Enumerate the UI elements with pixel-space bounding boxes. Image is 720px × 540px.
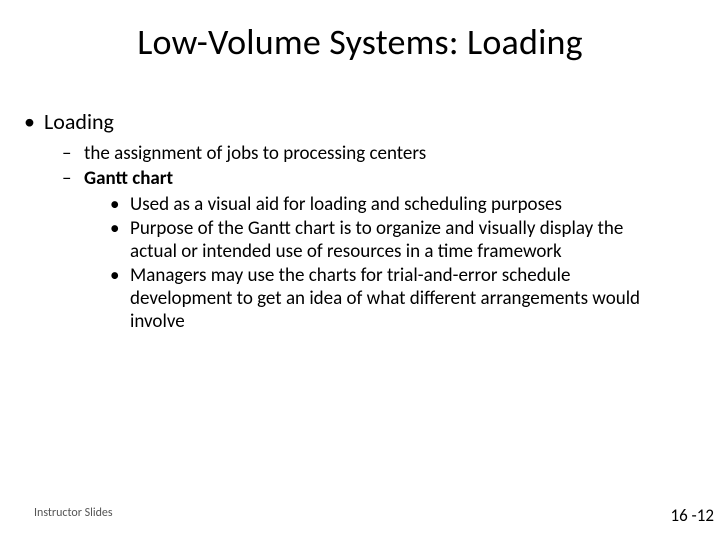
bullet-l2b-text: Gantt chart	[84, 168, 173, 191]
bullet-dot-icon: •	[108, 193, 130, 216]
bullet-level3: • Used as a visual aid for loading and s…	[108, 193, 700, 216]
bullet-l2a-text: the assignment of jobs to processing cen…	[84, 143, 426, 166]
bullet-level1: • Loading	[20, 108, 700, 135]
sub-bullet-group: • Used as a visual aid for loading and s…	[84, 193, 700, 334]
bullet-l3c-text: Managers may use the charts for trial-an…	[130, 264, 700, 334]
bullet-dash-icon: –	[62, 168, 84, 191]
footer-left: Instructor Slides	[34, 506, 113, 520]
bullet-level3: • Managers may use the charts for trial-…	[108, 264, 700, 334]
bullet-dot-icon: •	[108, 217, 130, 263]
bullet-dot-icon: •	[108, 264, 130, 334]
slide: Low-Volume Systems: Loading • Loading – …	[0, 0, 720, 540]
bullet-l3b-text: Purpose of the Gantt chart is to organiz…	[130, 217, 700, 263]
bullet-l3a-text: Used as a visual aid for loading and sch…	[130, 193, 700, 216]
bullet-l1-text: Loading	[44, 108, 114, 135]
bullet-level3: • Purpose of the Gantt chart is to organ…	[108, 217, 700, 263]
bullet-level2: – the assignment of jobs to processing c…	[62, 143, 700, 166]
slide-title: Low-Volume Systems: Loading	[0, 20, 720, 64]
footer-right: 16 -12	[670, 505, 714, 526]
bullet-level2: – Gantt chart	[62, 168, 700, 191]
bullet-dot-icon: •	[20, 108, 44, 135]
bullet-dash-icon: –	[62, 143, 84, 166]
slide-content: • Loading – the assignment of jobs to pr…	[20, 108, 700, 335]
